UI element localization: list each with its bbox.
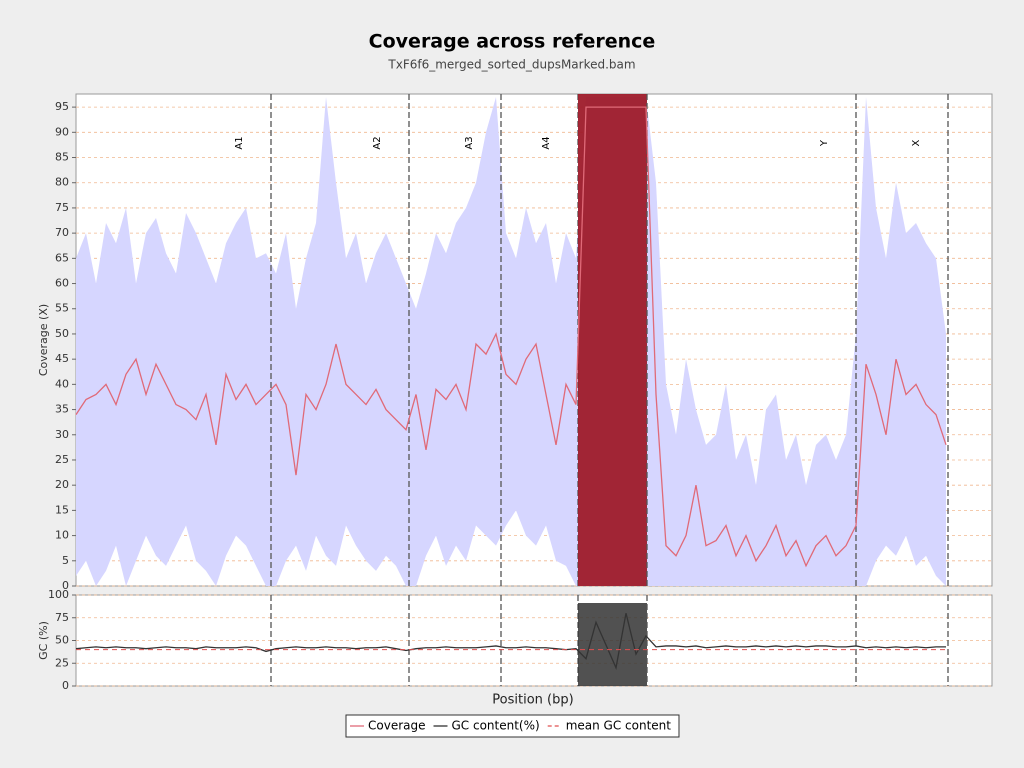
coverage-band (76, 97, 946, 586)
series-line (75, 613, 946, 671)
y-tick-label: 75 (55, 611, 69, 624)
y-tick-label: 25 (55, 453, 69, 466)
legend-label: mean GC content (566, 719, 672, 733)
y-tick-label: 65 (55, 251, 69, 264)
y-tick-label: 45 (55, 352, 69, 365)
chart-subtitle: TxF6f6_merged_sorted_dupsMarked.bam (387, 58, 635, 72)
series-line (75, 106, 947, 568)
y-tick-label: 100 (48, 588, 69, 601)
legend-label: GC content(%) (452, 719, 540, 733)
y-tick-label: 40 (55, 377, 69, 390)
y-tick-label: 90 (55, 125, 69, 138)
x-axis-label: Position (bp) (492, 693, 573, 708)
region-label: A4 (541, 136, 552, 149)
y-tick-label: 30 (55, 428, 69, 441)
y-tick-label: 25 (55, 656, 69, 669)
y-tick-label: 55 (55, 302, 69, 315)
legend-label: Coverage (368, 719, 426, 733)
chart-title: Coverage across reference (369, 31, 656, 53)
region-label: X (911, 139, 922, 146)
region-fill (578, 94, 647, 586)
region-fill (578, 603, 647, 686)
y-tick-label: 20 (55, 478, 69, 491)
legend (345, 714, 680, 738)
y-tick-label: 75 (55, 201, 69, 214)
region-label: A1 (234, 136, 245, 149)
region-label: A3 (464, 136, 475, 149)
y-tick-label: 15 (55, 503, 69, 516)
y-tick-label: 0 (62, 579, 69, 592)
y-tick-label: 60 (55, 277, 69, 290)
y-axis-label: Coverage (X) (37, 304, 50, 376)
y-tick-label: 5 (62, 554, 69, 567)
y-tick-label: 95 (55, 100, 69, 113)
y-tick-label: 10 (55, 529, 69, 542)
y-tick-label: 50 (55, 327, 69, 340)
y-tick-label: 50 (55, 634, 69, 647)
region-label: Y (819, 139, 830, 147)
y-tick-label: 35 (55, 403, 69, 416)
region-label: A2 (372, 136, 383, 149)
y-tick-label: 85 (55, 151, 69, 164)
y-tick-label: 70 (55, 226, 69, 239)
y-tick-label: 80 (55, 176, 69, 189)
y-axis-label: GC (%) (37, 621, 50, 660)
y-tick-label: 0 (62, 679, 69, 692)
